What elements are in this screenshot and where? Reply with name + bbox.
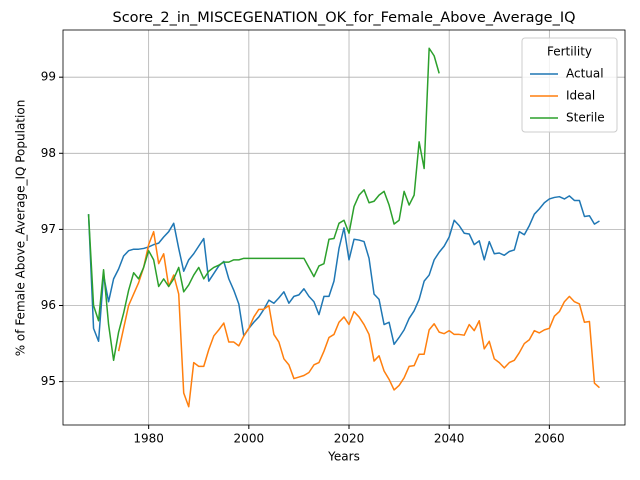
y-tick-label: 98 xyxy=(41,146,56,160)
y-axis-label: % of Female Above_Average_IQ Population xyxy=(14,100,28,357)
legend-label: Ideal xyxy=(566,89,595,103)
x-tick-label: 1980 xyxy=(133,432,164,446)
x-tick-label: 2000 xyxy=(234,432,265,446)
y-tick-label: 95 xyxy=(41,374,56,388)
x-tick-label: 2040 xyxy=(434,432,465,446)
chart-title: Score_2_in_MISCEGENATION_OK_for_Female_A… xyxy=(112,10,575,26)
series-line xyxy=(87,47,440,362)
series-line xyxy=(87,195,600,346)
legend-title: Fertility xyxy=(547,45,592,59)
legend-box xyxy=(521,37,618,133)
legend-label: Sterile xyxy=(566,111,605,125)
x-tick-label: 2060 xyxy=(534,432,565,446)
legend: Fertility Actual Ideal Sterile xyxy=(521,37,618,133)
series-line xyxy=(117,230,600,408)
x-tick-label: 2020 xyxy=(334,432,365,446)
x-axis-label: Years xyxy=(327,450,360,464)
legend-label: Actual xyxy=(566,67,604,81)
plot-frame xyxy=(62,29,626,426)
y-tick-label: 96 xyxy=(41,298,56,312)
y-tick-label: 97 xyxy=(41,222,56,236)
y-tick-label: 99 xyxy=(41,70,56,84)
